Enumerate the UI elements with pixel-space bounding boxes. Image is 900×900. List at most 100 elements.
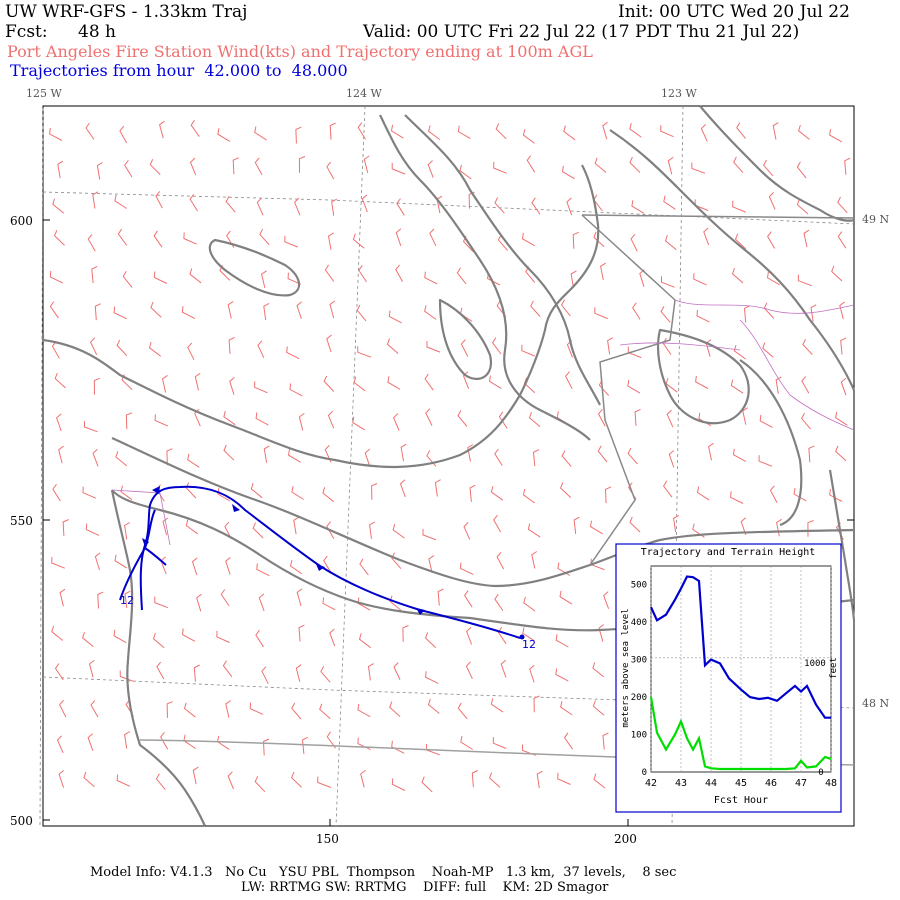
- county-lines: [111, 299, 855, 546]
- wind-barb: [424, 373, 434, 391]
- wind-barb: [369, 521, 376, 539]
- wind-barb: [155, 191, 163, 209]
- wind-barb: [224, 521, 232, 540]
- wind-barb: [223, 444, 235, 461]
- wind-barb: [323, 555, 332, 573]
- wind-barb: [91, 265, 98, 284]
- wind-barb: [390, 124, 404, 139]
- wind-barb: [358, 633, 371, 649]
- wind-barb: [600, 262, 606, 281]
- wind-barb: [424, 305, 437, 320]
- fcst-label: Fcst:: [5, 22, 48, 42]
- wind-barb: [119, 670, 134, 682]
- wind-barb: [94, 303, 101, 321]
- wind-barb: [592, 662, 605, 678]
- wind-barb: [593, 773, 606, 789]
- wind-barb: [459, 164, 472, 180]
- wind-barb: [425, 671, 439, 684]
- wind-barb: [731, 268, 744, 284]
- wind-barb: [661, 276, 675, 288]
- wind-barb: [570, 270, 577, 288]
- wind-barb: [114, 194, 127, 209]
- wind-barb: [808, 445, 815, 463]
- wind-barb: [627, 380, 641, 394]
- wind-barb: [634, 408, 641, 426]
- wind-barb: [493, 514, 502, 533]
- wind-barb: [232, 157, 239, 175]
- wind-barb: [555, 634, 569, 648]
- wind-barb: [54, 663, 64, 681]
- inset-x-tick-label: 45: [735, 778, 747, 789]
- wind-barb: [465, 661, 473, 680]
- inset-y-tick-label: 100: [631, 731, 647, 741]
- wind-barb: [563, 732, 574, 750]
- map-frame: [42, 105, 855, 827]
- wind-barb: [92, 191, 99, 209]
- trajectory-arrows: [142, 486, 425, 615]
- wind-barb: [594, 307, 608, 320]
- wind-barb: [183, 702, 196, 718]
- wind-barb: [90, 700, 99, 718]
- wind-barb: [263, 302, 270, 321]
- wind-barb: [287, 272, 302, 285]
- wind-barb: [56, 413, 62, 432]
- wind-barb: [629, 516, 641, 533]
- coast-vancouver-island: [42, 164, 600, 469]
- wind-barb: [320, 666, 331, 683]
- wind-barb: [660, 125, 674, 138]
- wind-barb: [597, 408, 606, 427]
- wind-barb: [494, 448, 503, 466]
- wind-barb: [298, 412, 305, 431]
- wind-barb: [491, 337, 502, 355]
- coast-mainland: [609, 129, 856, 391]
- inset-grid: [650, 566, 832, 772]
- wind-barb: [463, 521, 471, 540]
- wind-barb: [323, 375, 335, 392]
- coast-mainland-2: [699, 105, 855, 222]
- wind-barb: [185, 482, 197, 499]
- wind-barb: [166, 701, 173, 718]
- wind-barb: [364, 448, 371, 467]
- wind-barb: [193, 664, 200, 682]
- wind-barb: [597, 445, 608, 463]
- wind-barb: [396, 198, 405, 216]
- wind-barb: [122, 270, 133, 288]
- wind-barb: [296, 301, 302, 320]
- wind-barb: [357, 346, 372, 358]
- wind-barb: [58, 445, 64, 464]
- wind-barb: [286, 346, 300, 360]
- coast-lasqueti: [208, 238, 301, 297]
- wind-barb: [85, 523, 100, 536]
- wind-barb: [301, 736, 309, 755]
- wind-barb: [289, 383, 303, 397]
- coast-washington: [110, 489, 207, 827]
- wind-barb: [434, 479, 441, 497]
- wind-barb: [255, 412, 269, 426]
- wind-barb: [732, 200, 746, 213]
- wind-barb: [497, 234, 508, 251]
- wind-barb: [261, 270, 267, 288]
- wind-barb: [391, 740, 405, 754]
- wind-barb: [363, 155, 370, 174]
- wind-barb: [400, 443, 407, 462]
- wind-barb: [557, 772, 571, 785]
- wind-barb: [329, 300, 336, 319]
- y-tick-600: 600: [10, 214, 33, 228]
- wind-barb: [124, 590, 131, 608]
- wind-barb: [531, 197, 541, 215]
- init-time: Init: 00 UTC Wed 20 Jul 22: [618, 2, 850, 22]
- wind-barb: [225, 557, 231, 575]
- wind-barb: [388, 310, 402, 324]
- wind-barb: [495, 123, 507, 140]
- inset-x-tick-label: 48: [825, 778, 837, 789]
- wind-barb: [194, 372, 201, 391]
- wind-barb: [663, 195, 676, 210]
- wind-barb: [572, 231, 579, 249]
- wind-barb: [632, 302, 641, 320]
- lat-label-49n: 49 N: [862, 213, 890, 226]
- wind-barb: [225, 700, 232, 718]
- wind-barb: [152, 632, 165, 649]
- inset-line-trajectory: [649, 575, 831, 719]
- wind-barb: [490, 486, 504, 501]
- wind-barb: [181, 628, 196, 642]
